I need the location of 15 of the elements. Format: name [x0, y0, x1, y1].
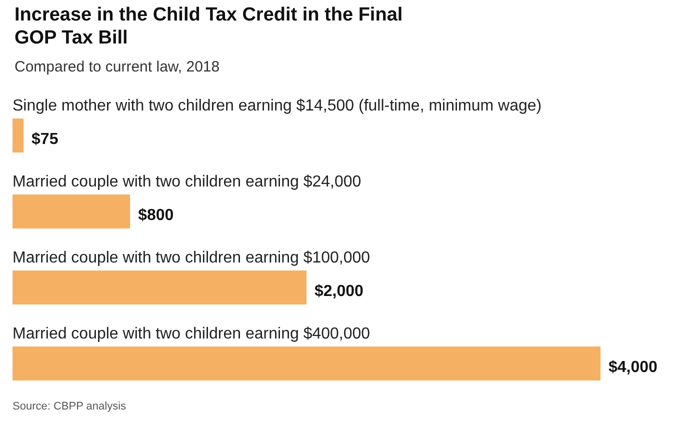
y-tick-label: Married couple with two children earning $24,000	[12, 174, 362, 190]
y-tick-label: Married couple with two children earning $100,000	[12, 250, 370, 266]
bar	[12, 270, 306, 304]
data-label: $800	[138, 207, 174, 224]
y-tick-label: Married couple with two children earning $400,000	[12, 326, 370, 342]
bar	[12, 346, 600, 380]
y-tick-label: Single mother with two children earning $14,500 (full-time, minimum wage)	[12, 98, 542, 114]
data-label: $4,000	[608, 359, 658, 376]
chart-subtitle: Compared to current law, 2018	[14, 58, 220, 76]
chart-title: Increase in the Child Tax Credit in the Final GOP Tax Bill	[14, 4, 403, 48]
data-label: $2,000	[314, 283, 364, 300]
bar	[12, 118, 24, 152]
bar	[12, 194, 130, 228]
source-note: Source: CBPP analysis	[12, 400, 127, 412]
data-label: $75	[32, 131, 58, 148]
